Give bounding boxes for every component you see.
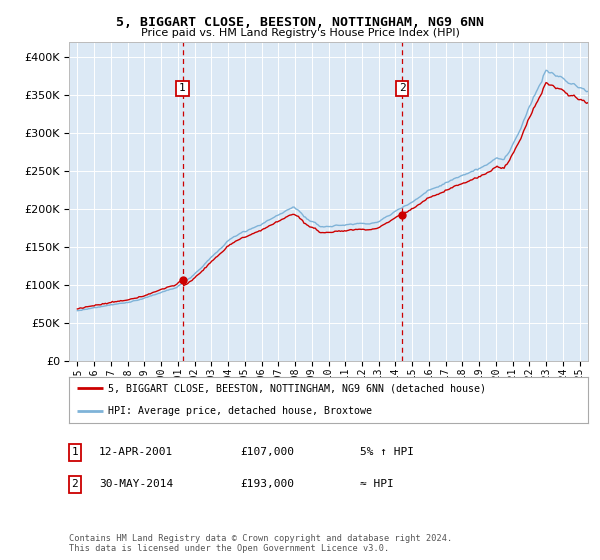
Text: £193,000: £193,000 <box>240 479 294 489</box>
Text: ≈ HPI: ≈ HPI <box>360 479 394 489</box>
Text: 1: 1 <box>179 83 186 94</box>
Text: 2: 2 <box>71 479 79 489</box>
Text: 5, BIGGART CLOSE, BEESTON, NOTTINGHAM, NG9 6NN (detached house): 5, BIGGART CLOSE, BEESTON, NOTTINGHAM, N… <box>108 384 486 393</box>
Text: 30-MAY-2014: 30-MAY-2014 <box>99 479 173 489</box>
Text: 5% ↑ HPI: 5% ↑ HPI <box>360 447 414 458</box>
Text: £107,000: £107,000 <box>240 447 294 458</box>
Text: 5, BIGGART CLOSE, BEESTON, NOTTINGHAM, NG9 6NN: 5, BIGGART CLOSE, BEESTON, NOTTINGHAM, N… <box>116 16 484 29</box>
Text: 1: 1 <box>71 447 79 458</box>
Text: Contains HM Land Registry data © Crown copyright and database right 2024.
This d: Contains HM Land Registry data © Crown c… <box>69 534 452 553</box>
Text: HPI: Average price, detached house, Broxtowe: HPI: Average price, detached house, Brox… <box>108 407 372 416</box>
Text: 12-APR-2001: 12-APR-2001 <box>99 447 173 458</box>
Text: 2: 2 <box>399 83 406 94</box>
Text: Price paid vs. HM Land Registry's House Price Index (HPI): Price paid vs. HM Land Registry's House … <box>140 28 460 38</box>
